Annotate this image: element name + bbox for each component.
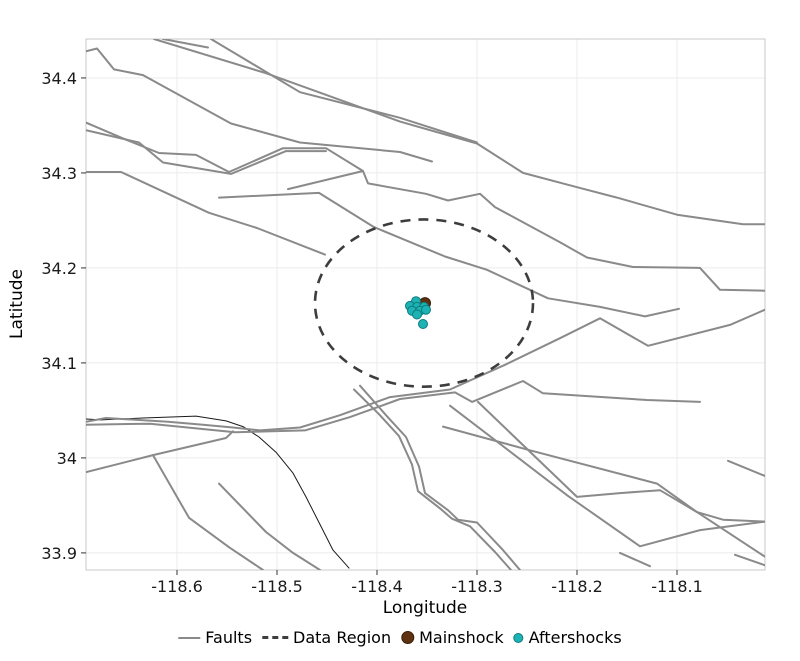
fault-line — [353, 388, 512, 570]
fault-line — [86, 47, 433, 163]
y-tick-label: 34.1 — [41, 354, 77, 373]
y-axis-label: Latitude — [7, 269, 27, 339]
plot-border — [85, 38, 766, 571]
fault-line — [449, 404, 765, 548]
legend-item-mainshock: Mainshock — [401, 628, 504, 647]
fault-line — [86, 129, 327, 175]
fault-line — [359, 384, 521, 570]
fault-line — [152, 454, 264, 570]
x-tick-label: -118.5 — [251, 577, 303, 596]
fault-line — [86, 171, 326, 256]
plot-data-layer — [86, 39, 765, 570]
axis-ticks-layer — [81, 77, 678, 575]
faults-layer — [86, 39, 765, 570]
fault-line — [442, 425, 765, 523]
fault-line — [727, 459, 765, 477]
x-tick-label: -118.4 — [351, 577, 403, 596]
fault-line — [287, 170, 364, 191]
fault-line — [734, 553, 765, 567]
fault-line — [86, 121, 765, 292]
aftershock-point — [418, 319, 428, 329]
fault-line — [218, 482, 321, 570]
x-tick-label: -118.1 — [651, 577, 703, 596]
legend-item-data-region: Data Region — [262, 628, 391, 647]
legend-label-aftershocks: Aftershocks — [528, 628, 622, 647]
legend-label-faults: Faults — [205, 628, 253, 647]
fault-line — [210, 39, 478, 144]
y-tick-label: 34.4 — [41, 69, 77, 88]
y-tick-label: 34.3 — [41, 164, 77, 183]
y-tick-label: 33.9 — [41, 544, 77, 563]
legend-label-data-region: Data Region — [293, 628, 392, 647]
legend-label-mainshock: Mainshock — [419, 628, 504, 647]
fault-line — [477, 400, 765, 558]
x-axis-label: Longitude — [383, 598, 468, 618]
fault-line — [86, 415, 350, 569]
fault-line — [218, 191, 680, 318]
aftershock-point — [412, 309, 422, 320]
fault-line — [162, 39, 209, 49]
data-region-ellipse — [313, 218, 535, 388]
gridlines-layer — [86, 39, 765, 570]
y-tick-label: 34 — [57, 449, 77, 468]
aftershocks-layer — [405, 296, 431, 329]
fault-line — [153, 39, 765, 226]
x-tick-label: -118.2 — [551, 577, 603, 596]
y-tick-label: 34.2 — [41, 259, 77, 278]
legend-item-aftershocks: Aftershocks — [513, 628, 622, 647]
mainshock-dot-swatch — [401, 631, 415, 644]
x-tick-label: -118.6 — [151, 577, 203, 596]
faults-line-swatch — [178, 636, 201, 639]
legend: Faults Data Region Mainshock Aftershocks — [173, 628, 626, 647]
fault-line — [619, 551, 651, 568]
x-tick-label: -118.3 — [451, 577, 503, 596]
tick-labels-layer: -118.6 -118.5 -118.4 -118.3 -118.2 -118.1 34.4… — [41, 69, 702, 596]
fault-line — [86, 308, 765, 432]
fault-line — [86, 430, 234, 474]
aftershock-point — [421, 304, 431, 315]
fault-line — [86, 380, 701, 434]
aftershocks-dot-swatch — [513, 632, 524, 643]
legend-item-faults: Faults — [178, 628, 252, 647]
data-region-dash-swatch — [262, 636, 289, 639]
